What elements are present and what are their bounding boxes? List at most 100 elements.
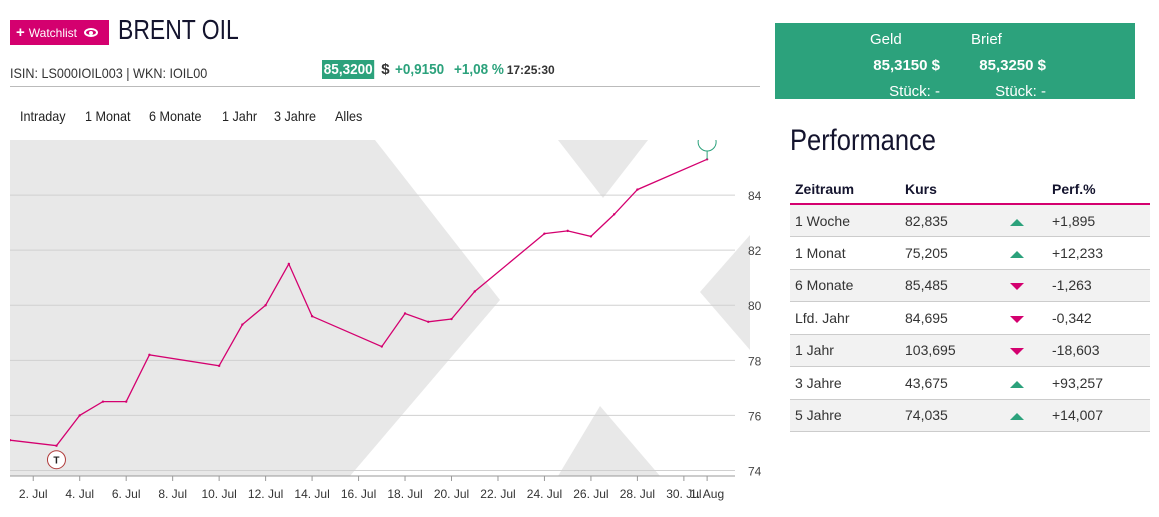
chart-background bbox=[10, 140, 750, 476]
x-tick-label: 12. Jul bbox=[248, 487, 283, 501]
y-axis-ticks: 74 76 78 80 82 84 bbox=[748, 189, 762, 478]
period-cell: 1 Monat bbox=[790, 236, 905, 270]
y-tick-label: 80 bbox=[748, 299, 762, 313]
data-point bbox=[380, 345, 383, 348]
kurs-cell: 74,035 bbox=[905, 399, 1010, 432]
brief-pieces: Stück: - bbox=[995, 83, 1046, 100]
price-series-line bbox=[10, 158, 708, 447]
period-cell: 1 Jahr bbox=[790, 334, 905, 367]
data-point bbox=[450, 317, 453, 321]
marker-badge[interactable] bbox=[46, 450, 66, 470]
y-tick-label: 82 bbox=[748, 244, 762, 258]
brief-column: Brief 85,3250 $ Stück: - bbox=[971, 27, 1046, 105]
brief-label: Brief bbox=[971, 31, 1002, 48]
period-cell: Lfd. Jahr bbox=[790, 301, 905, 335]
data-point bbox=[427, 320, 430, 323]
geld-label: Geld bbox=[870, 31, 902, 48]
x-tick-label: 26. Jul bbox=[573, 487, 608, 501]
isin-wkn: ISIN: LS000IOIL003 | WKN: IOIL00 bbox=[10, 65, 208, 81]
direction-cell bbox=[1010, 399, 1045, 432]
price-change-abs: +0,9150 bbox=[394, 61, 444, 78]
performance-row: 3 Jahre 43,675 +93,257 bbox=[790, 366, 1150, 400]
x-tick-label: 20. Jul bbox=[434, 487, 469, 501]
chart-markers[interactable]: T bbox=[46, 140, 717, 470]
price-chart[interactable]: 74 76 78 80 82 84 2. Jul 4. Jul 6. Jul 8. Jul 10.… bbox=[10, 140, 770, 510]
data-point bbox=[287, 262, 291, 266]
direction-cell bbox=[1010, 269, 1045, 302]
header-divider bbox=[10, 86, 760, 87]
range-tab-intraday[interactable]: Intraday bbox=[20, 108, 66, 124]
data-point bbox=[612, 213, 616, 216]
data-point bbox=[566, 229, 569, 233]
header-perf: Perf.% bbox=[1045, 174, 1150, 205]
arrow-down-icon bbox=[1010, 348, 1024, 356]
performance-row: 5 Jahre 74,035 +14,007 bbox=[790, 399, 1150, 432]
period-cell: 6 Monate bbox=[790, 269, 905, 302]
header-zeitraum: Zeitraum bbox=[790, 174, 905, 205]
direction-cell bbox=[1010, 236, 1045, 270]
data-point bbox=[55, 444, 58, 447]
data-point bbox=[124, 400, 128, 403]
range-tab-3-jahre[interactable]: 3 Jahre bbox=[274, 108, 317, 124]
data-point bbox=[589, 235, 593, 238]
data-point bbox=[543, 232, 546, 235]
period-cell: 5 Jahre bbox=[790, 399, 905, 432]
arrow-down-icon bbox=[1010, 315, 1024, 323]
x-tick-label: 30. Jul bbox=[666, 487, 701, 501]
period-cell: 3 Jahre bbox=[790, 366, 905, 400]
x-tick-label: 8. Jul bbox=[158, 487, 187, 501]
performance-row: 1 Jahr 103,695 -18,603 bbox=[790, 334, 1150, 367]
x-axis-ticks: 2. Jul 4. Jul 6. Jul 8. Jul 10. Jul 12. Jul 14… bbox=[19, 476, 724, 501]
data-point bbox=[264, 304, 267, 307]
end-marker-badge[interactable] bbox=[697, 140, 717, 152]
data-point bbox=[101, 400, 105, 403]
quote-box: Geld 85,3150 $ Stück: - Brief 85,3250 $ … bbox=[775, 23, 1135, 100]
range-tab-1-jahr[interactable]: 1 Jahr bbox=[221, 108, 257, 124]
header-direction bbox=[1010, 174, 1045, 205]
x-tick-label: 6. Jul bbox=[112, 487, 141, 501]
eye-icon bbox=[84, 28, 98, 37]
arrow-up-icon bbox=[1010, 218, 1024, 226]
x-tick-label: 14. Jul bbox=[294, 487, 329, 501]
y-tick-label: 78 bbox=[748, 354, 762, 368]
performance-row: 1 Monat 75,205 +12,233 bbox=[790, 236, 1150, 270]
range-tab-1-monat[interactable]: 1 Monat bbox=[84, 108, 131, 124]
perf-cell: +12,233 bbox=[1045, 236, 1150, 270]
header-kurs: Kurs bbox=[905, 174, 1010, 205]
range-tabs: Intraday 1 Monat 6 Monate 1 Jahr 3 Jahre… bbox=[20, 108, 366, 124]
kurs-cell: 85,485 bbox=[905, 269, 1010, 302]
kurs-cell: 103,695 bbox=[905, 334, 1010, 367]
period-cell: 1 Woche bbox=[790, 204, 905, 237]
watchlist-button[interactable]: + Watchlist bbox=[10, 20, 109, 45]
arrow-up-icon bbox=[1010, 250, 1024, 258]
chart-grid bbox=[10, 194, 735, 477]
geld-column: Geld 85,3150 $ Stück: - bbox=[870, 27, 940, 105]
range-tab-6-monate[interactable]: 6 Monate bbox=[149, 108, 202, 124]
x-tick-label: 18. Jul bbox=[387, 487, 422, 501]
performance-row: Lfd. Jahr 84,695 -0,342 bbox=[790, 301, 1150, 335]
arrow-down-icon bbox=[1010, 283, 1024, 291]
plus-icon: + bbox=[16, 24, 25, 41]
data-point bbox=[78, 414, 81, 417]
x-tick-label: 2. Jul bbox=[19, 487, 48, 501]
arrow-up-icon bbox=[1010, 413, 1024, 421]
range-tab-alles[interactable]: Alles bbox=[335, 108, 363, 124]
price-time: 17:25:30 bbox=[506, 62, 555, 77]
performance-table: Zeitraum Kurs Perf.% 1 Woche 82,835 +1,895… bbox=[790, 174, 1150, 432]
performance-title: Performance bbox=[790, 124, 936, 157]
price-row: 85,3200 $ +0,9150 +1,08 % 17:25:30 bbox=[322, 60, 555, 79]
performance-header-row: Zeitraum Kurs Perf.% bbox=[790, 174, 1150, 205]
kurs-cell: 75,205 bbox=[905, 236, 1010, 270]
data-point bbox=[148, 353, 151, 357]
perf-cell: +14,007 bbox=[1045, 399, 1150, 432]
y-tick-label: 76 bbox=[748, 409, 762, 423]
data-point bbox=[403, 312, 407, 315]
x-tick-label: 28. Jul bbox=[620, 487, 655, 501]
x-tick-label: 16. Jul bbox=[341, 487, 376, 501]
geld-value: 85,3150 $ bbox=[873, 57, 940, 74]
kurs-cell: 82,835 bbox=[905, 204, 1010, 237]
perf-cell: -0,342 bbox=[1045, 301, 1150, 335]
price-change-pct: +1,08 % bbox=[454, 61, 505, 78]
data-point bbox=[217, 364, 221, 368]
brief-value: 85,3250 $ bbox=[979, 57, 1046, 74]
